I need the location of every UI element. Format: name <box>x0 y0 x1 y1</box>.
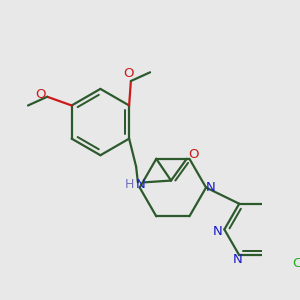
Text: O: O <box>188 148 199 161</box>
Text: O: O <box>35 88 46 101</box>
Text: N: N <box>212 225 222 238</box>
Text: Cl: Cl <box>292 257 300 270</box>
Text: O: O <box>123 67 134 80</box>
Text: H: H <box>124 178 134 190</box>
Text: N: N <box>136 178 146 190</box>
Text: N: N <box>206 181 215 194</box>
Text: N: N <box>232 253 242 266</box>
